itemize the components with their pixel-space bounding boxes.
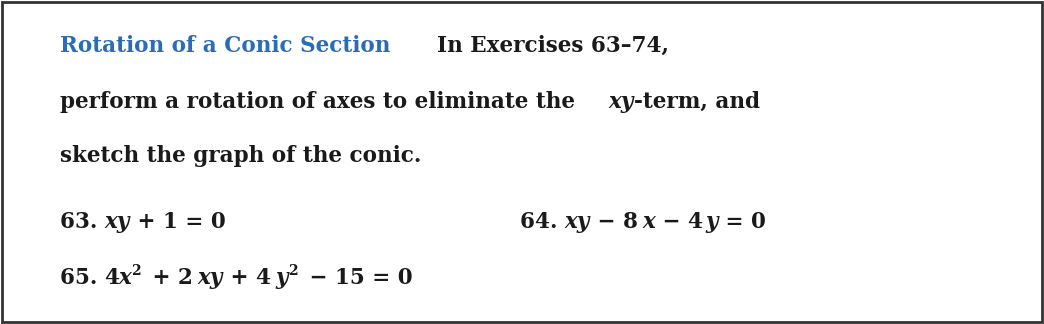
Text: 4: 4 xyxy=(104,267,119,289)
Text: + 1 = 0: + 1 = 0 xyxy=(130,211,226,233)
Text: 2: 2 xyxy=(288,264,298,278)
Text: y: y xyxy=(705,211,717,233)
Text: xy: xy xyxy=(197,267,222,289)
Text: xy: xy xyxy=(104,211,129,233)
Text: In Exercises 63–74,: In Exercises 63–74, xyxy=(422,35,669,57)
Text: sketch the graph of the conic.: sketch the graph of the conic. xyxy=(60,145,422,167)
Text: − 15 = 0: − 15 = 0 xyxy=(302,267,412,289)
Text: y: y xyxy=(275,267,287,289)
Text: 64.: 64. xyxy=(520,211,568,233)
Text: + 4: + 4 xyxy=(223,267,271,289)
Text: − 8: − 8 xyxy=(590,211,638,233)
Text: -term, and: -term, and xyxy=(634,91,760,113)
Text: 2: 2 xyxy=(130,264,141,278)
Text: 65.: 65. xyxy=(60,267,109,289)
Text: = 0: = 0 xyxy=(718,211,766,233)
Text: Rotation of a Conic Section: Rotation of a Conic Section xyxy=(60,35,390,57)
Text: x: x xyxy=(118,267,130,289)
Text: xy: xy xyxy=(564,211,590,233)
Text: perform a rotation of axes to eliminate the: perform a rotation of axes to eliminate … xyxy=(60,91,583,113)
Text: 63.: 63. xyxy=(60,211,109,233)
Text: x: x xyxy=(642,211,655,233)
Text: xy: xy xyxy=(608,91,634,113)
Text: − 4: − 4 xyxy=(655,211,703,233)
Text: + 2: + 2 xyxy=(145,267,193,289)
